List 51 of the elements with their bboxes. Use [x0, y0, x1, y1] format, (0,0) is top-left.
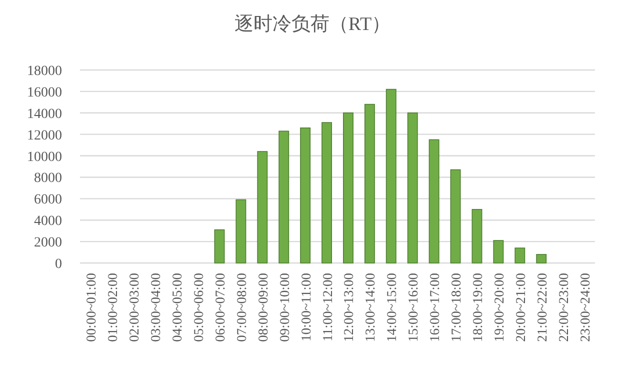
- x-tick-label: 03:00~04:00: [148, 272, 164, 342]
- bar: [300, 128, 311, 264]
- x-tick-label: 20:00~21:00: [512, 272, 528, 342]
- x-tick-label: 07:00~08:00: [234, 272, 249, 342]
- x-tick-label: 09:00~10:00: [276, 272, 292, 342]
- y-tick-label: 2000: [34, 236, 62, 251]
- chart-title: 逐时冷负荷（RT）: [234, 14, 391, 35]
- bar: [493, 240, 504, 264]
- bar: [236, 199, 246, 264]
- x-tick-label: 00:00~01:00: [84, 272, 99, 342]
- x-tick-label: 10:00~11:00: [298, 272, 314, 342]
- x-tick-label: 11:00~12:00: [320, 272, 335, 342]
- y-tick-label: 0: [55, 257, 62, 272]
- x-tick-label: 23:00~24:00: [577, 272, 592, 342]
- bar: [428, 139, 440, 264]
- y-tick-label: 6000: [34, 192, 62, 208]
- bar: [343, 112, 354, 264]
- x-tick-label: 18:00~19:00: [470, 272, 485, 342]
- x-tick-label: 04:00~05:00: [170, 272, 185, 342]
- x-tick-label: 16:00~17:00: [427, 272, 442, 342]
- x-tick-label: 01:00~02:00: [105, 272, 120, 342]
- x-tick-label: 12:00~13:00: [341, 272, 356, 342]
- x-tick-label: 14:00~15:00: [384, 272, 400, 342]
- x-tick-label: 21:00~22:00: [534, 272, 550, 342]
- x-tick-label: 06:00~07:00: [212, 272, 228, 342]
- bar: [514, 248, 526, 264]
- y-tick-label: 14000: [27, 106, 62, 122]
- bar: [450, 169, 461, 264]
- bar: [214, 229, 225, 264]
- bar: [536, 254, 547, 264]
- x-tick-label: 05:00~06:00: [191, 272, 206, 342]
- bar: [472, 208, 482, 264]
- bar: [407, 112, 418, 264]
- y-tick-label: 4000: [34, 214, 62, 230]
- x-tick-label: 08:00~09:00: [255, 272, 270, 342]
- bar: [278, 130, 290, 264]
- y-tick-label: 10000: [27, 150, 62, 165]
- y-tick-label: 16000: [27, 85, 62, 100]
- bar: [386, 88, 396, 264]
- bar: [322, 122, 332, 264]
- x-tick-label: 19:00~20:00: [491, 272, 506, 342]
- bar: [364, 104, 375, 264]
- x-tick-label: 02:00~03:00: [126, 272, 142, 342]
- y-tick-label: 12000: [27, 128, 62, 144]
- bar: [257, 151, 268, 264]
- x-tick-label: 13:00~14:00: [362, 272, 378, 342]
- y-tick-label: 8000: [34, 171, 62, 186]
- x-tick-label: 17:00~18:00: [448, 272, 464, 342]
- y-tick-label: 18000: [27, 64, 62, 79]
- x-tick-label: 15:00~16:00: [406, 272, 421, 342]
- x-tick-label: 22:00~23:00: [556, 272, 571, 342]
